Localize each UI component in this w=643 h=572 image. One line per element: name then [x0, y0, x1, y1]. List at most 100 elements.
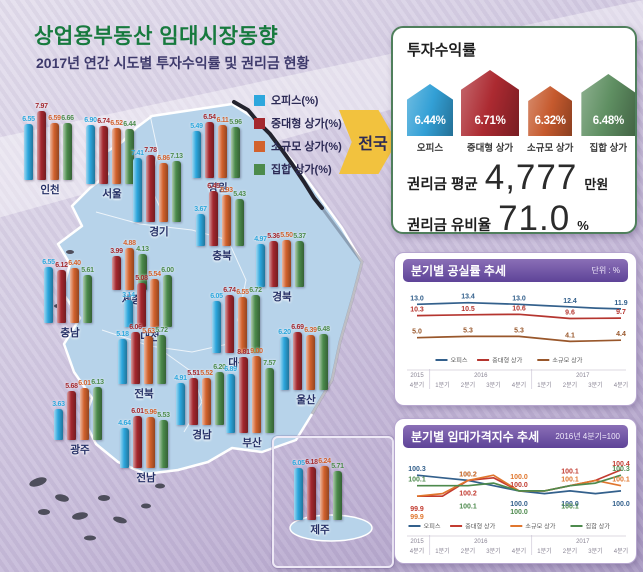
bar	[333, 470, 342, 520]
svg-text:오피스: 오피스	[424, 523, 441, 531]
year-label: 2017	[576, 539, 590, 545]
bar-value-label: 6.59	[48, 115, 61, 123]
bar-and-label: 9.00	[250, 348, 263, 433]
quarter-tick-label: 4분기	[614, 381, 628, 389]
vacancy-chart-title: 분기별 공실률 추세	[411, 264, 506, 278]
bar-value-label: 5.37	[293, 232, 306, 240]
bar-value-label: 5.36	[267, 232, 280, 240]
bar	[307, 466, 316, 520]
region-label: 제주	[310, 524, 330, 536]
region-label: 충남	[60, 327, 80, 339]
bar-and-label: 6.44	[123, 121, 136, 184]
house-value: 6.44%	[414, 115, 446, 127]
bar-and-label: 5.68	[65, 383, 78, 440]
bar-and-label: 4.97	[254, 236, 267, 287]
bar-value-label: 7.13	[170, 152, 183, 160]
quarter-tick-label: 4분기	[410, 381, 424, 389]
bar-value-label: 6.48	[317, 326, 330, 334]
house-label: 집합 상가	[589, 143, 628, 154]
bar	[306, 335, 315, 390]
bar-value-label: 3.14	[122, 292, 135, 299]
bar	[265, 367, 274, 433]
vacancy-chart-header: 분기별 공실률 추세 단위 : %	[403, 259, 628, 282]
bar-and-label: 5.37	[293, 232, 306, 287]
bar-value-label: 5.71	[331, 462, 344, 470]
premium-rate-label: 권리금 유비율	[407, 218, 492, 234]
national-summary-panel: 투자수익률 6.44% 오피스 6.71% 중대형 상가 6.32% 소규모 상가 6.48…	[391, 26, 637, 236]
bar-and-label: 5.53	[157, 412, 170, 468]
bar-value-label: 6.40	[68, 259, 81, 267]
bar-and-label: 5.51	[187, 370, 200, 425]
bar-value-label: 6.45	[207, 182, 220, 190]
bar-value-label: 6.20	[278, 328, 291, 336]
bar-and-label: 4.64	[118, 420, 131, 468]
bar-value-label: 6.55	[22, 115, 35, 123]
bar-and-label: 7.13	[170, 152, 183, 222]
year-label: 2017	[576, 373, 590, 379]
bar	[159, 420, 168, 468]
bar-value-label: 4.91	[174, 374, 187, 382]
point-label: 10.3	[410, 307, 424, 314]
bar	[44, 266, 53, 323]
dmz-border-line	[232, 100, 324, 210]
bar	[133, 416, 142, 468]
bar	[225, 295, 234, 353]
quarter-tick-label: 1분기	[435, 381, 449, 389]
bar	[118, 339, 127, 384]
bar	[320, 466, 329, 520]
house-shape: 6.44%	[407, 84, 453, 136]
point-label: 5.0	[412, 329, 422, 336]
bar-value-label: 3.67	[194, 206, 207, 214]
bar	[209, 190, 218, 246]
bar-and-label: 6.39	[304, 327, 317, 390]
bar-value-label: 6.52	[110, 119, 123, 127]
quarter-tick-label: 2분기	[563, 547, 577, 555]
bar-value-label: 6.01	[131, 408, 144, 416]
bar-and-label: 3.99	[110, 248, 123, 290]
bar-and-label: 5.43	[233, 191, 246, 246]
house-value: 6.71%	[474, 115, 506, 127]
bar-and-label: 5.54	[148, 271, 161, 327]
bar-and-label: 6.20	[278, 328, 291, 390]
bar-and-label: 6.89	[224, 366, 237, 433]
bar-and-label: 3.63	[52, 401, 65, 440]
bar-and-label: 6.90	[84, 117, 97, 184]
bar	[189, 377, 198, 425]
bar-value-label: 5.49	[190, 122, 203, 130]
premium-avg-value: 4,777	[484, 158, 578, 197]
region-bar-cluster: 6.20 6.69 6.39 6.48	[278, 302, 330, 390]
bar-and-label: 6.74	[223, 287, 236, 353]
bar	[99, 126, 108, 184]
bar-value-label: 6.55	[236, 288, 249, 296]
rent-index-chart-title: 분기별 임대가격지수 추세	[411, 430, 540, 444]
bar	[93, 387, 102, 440]
bar	[63, 122, 72, 180]
bar-value-label: 6.54	[203, 113, 216, 121]
point-label: 13.4	[461, 294, 475, 301]
bar-and-label: 6.11	[216, 117, 229, 178]
bar	[112, 127, 121, 184]
bar	[235, 199, 244, 246]
bar	[124, 300, 133, 327]
bar-value-label: 6.66	[61, 114, 74, 122]
legend-item: 소규모 상가(%)	[254, 138, 342, 154]
bar-value-label: 4.97	[254, 236, 267, 244]
chart-x-axis: 2015 2016 2017 4분기 1분기 2분기 3분기 4분기 1분기 2분기 3분기 4분기	[407, 369, 628, 389]
bar-and-label: 4.13	[136, 246, 149, 290]
bar	[159, 163, 168, 222]
region-label: 경기	[149, 226, 169, 238]
bar-value-label: 6.69	[291, 324, 304, 332]
bar-and-label: 6.86	[157, 155, 170, 222]
bar-value-label: 6.18	[305, 458, 318, 466]
bar	[70, 267, 79, 323]
bar	[226, 373, 235, 433]
region-bar-cluster: 3.99 4.88 4.13	[110, 202, 149, 290]
point-label: 5.3	[514, 327, 524, 334]
bar-and-label: 6.05	[210, 293, 223, 353]
year-label: 2016	[474, 539, 488, 545]
point-label: 4.1	[565, 332, 575, 339]
bar-and-label: 5.96	[144, 409, 157, 468]
region-label: 전북	[134, 388, 154, 400]
bar-value-label: 7.78	[144, 147, 157, 155]
